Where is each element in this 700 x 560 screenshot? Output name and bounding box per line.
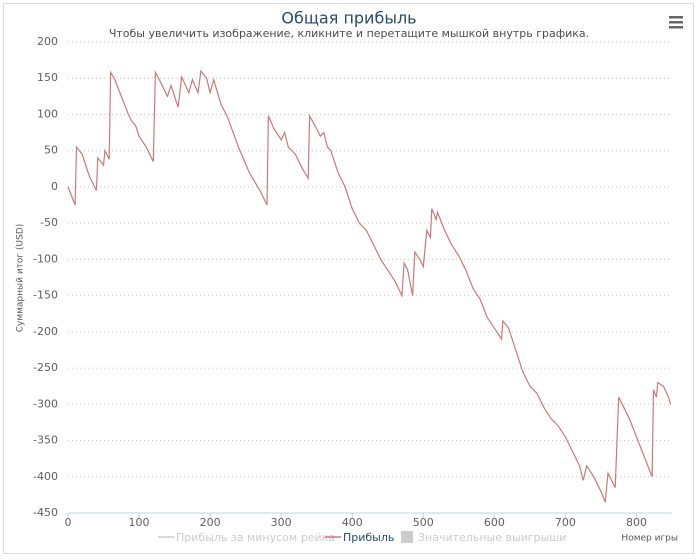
y-tick-label: 50	[44, 144, 58, 157]
chart-title: Общая прибыль	[281, 9, 416, 28]
menu-button[interactable]	[669, 16, 683, 29]
menu-bar	[669, 26, 683, 29]
menu-bar	[669, 21, 683, 24]
y-tick-label: -250	[33, 361, 58, 374]
y-tick-label: -50	[40, 216, 58, 229]
legend-item[interactable]: Значительные выигрыши	[418, 531, 566, 544]
x-tick-label: 200	[200, 516, 221, 529]
y-tick-label: 100	[37, 107, 58, 120]
x-tick-label: 800	[626, 516, 647, 529]
x-tick-label: 400	[342, 516, 363, 529]
y-tick-label: -200	[33, 325, 58, 338]
legend-item[interactable]: Прибыль за минусом рейка	[176, 531, 335, 544]
y-axis-title: Суммарный итог (USD)	[16, 224, 26, 333]
legend-symbol	[401, 531, 413, 543]
y-tick-label: -150	[33, 289, 58, 302]
legend-item[interactable]: Прибыль	[343, 531, 394, 544]
y-tick-label: 0	[51, 180, 58, 193]
chart-frame	[3, 3, 694, 554]
x-tick-label: 600	[484, 516, 505, 529]
x-tick-label: 300	[271, 516, 292, 529]
y-tick-label: -350	[33, 434, 58, 447]
x-tick-label: 100	[129, 516, 150, 529]
menu-bar	[669, 16, 683, 19]
y-tick-label: -300	[33, 397, 58, 410]
x-tick-label: 0	[65, 516, 72, 529]
data-line	[67, 69, 672, 503]
chart-subtitle: Чтобы увеличить изображение, кликните и …	[109, 27, 589, 40]
x-tick-label: 700	[555, 516, 576, 529]
y-tick-label: -100	[33, 252, 58, 265]
x-tick-label: 500	[413, 516, 434, 529]
y-tick-label: 150	[37, 71, 58, 84]
y-tick-label: -400	[33, 470, 58, 483]
x-axis-title: Номер игры	[621, 534, 678, 544]
y-tick-label: -450	[33, 506, 58, 519]
y-tick-label: 200	[37, 35, 58, 48]
